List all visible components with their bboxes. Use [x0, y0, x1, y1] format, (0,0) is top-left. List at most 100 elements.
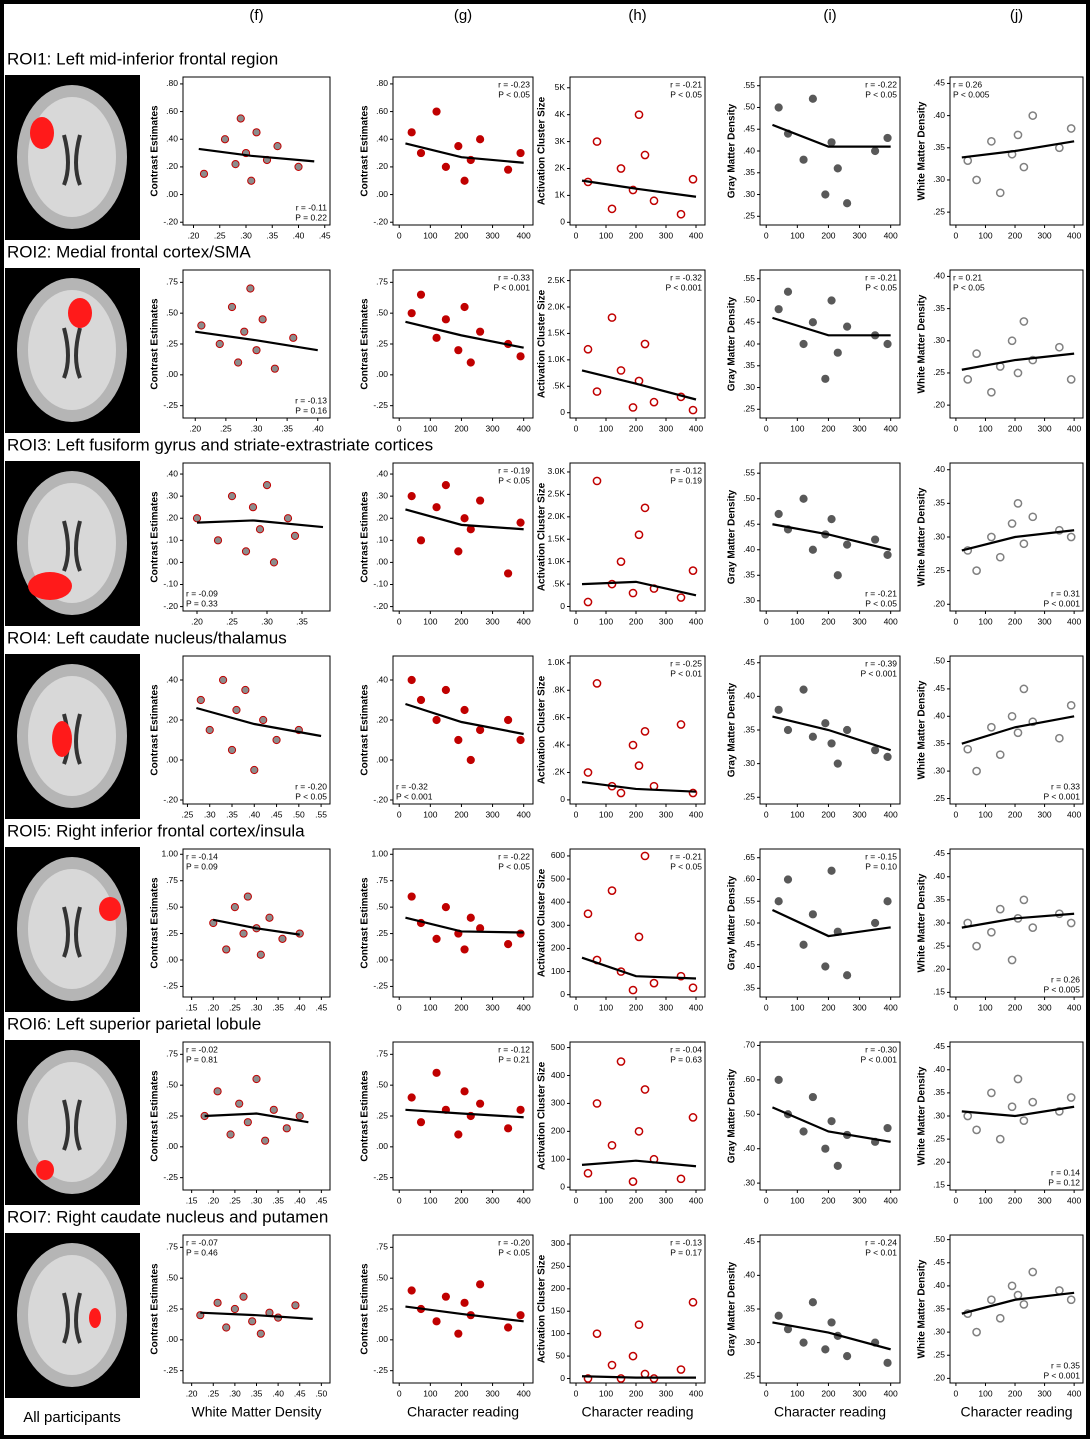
- x-tick-label: 0: [574, 616, 579, 626]
- data-point: [249, 1318, 256, 1325]
- y-tick-label: .35: [743, 360, 755, 370]
- data-point: [242, 686, 249, 693]
- x-tick-label: 400: [517, 230, 531, 240]
- x-tick-label: 200: [454, 616, 468, 626]
- data-point: [505, 716, 512, 723]
- x-tick-label: 0: [764, 230, 769, 240]
- y-tick-label: .50: [166, 901, 178, 911]
- y-tick-label: .00: [166, 369, 178, 379]
- y-tick-label: .45: [933, 683, 945, 693]
- x-tick-label: 400: [884, 616, 898, 626]
- y-tick-label: .15: [933, 1180, 945, 1190]
- data-point: [262, 1137, 269, 1144]
- x-tick-label: 100: [790, 616, 804, 626]
- y-tick-label: .20: [933, 964, 945, 974]
- data-point: [784, 288, 791, 295]
- x-tick-label: 400: [884, 809, 898, 819]
- data-point: [442, 481, 449, 488]
- y-tick-label: .40: [743, 691, 755, 701]
- x-tick-label: .50: [293, 809, 305, 819]
- x-tick-label: 400: [517, 423, 531, 433]
- y-axis-label: White Matter Density: [917, 1259, 928, 1358]
- data-point: [872, 536, 879, 543]
- x-tick-label: .35: [296, 616, 308, 626]
- data-point: [455, 548, 462, 555]
- y-tick-label: 0: [560, 601, 565, 611]
- y-tick-label: .30: [933, 335, 945, 345]
- data-point: [822, 375, 829, 382]
- x-tick-label: .25: [220, 423, 232, 433]
- y-tick-label: .25: [743, 1371, 755, 1381]
- x-tick-label: 300: [1037, 423, 1051, 433]
- x-tick-label: .25: [182, 809, 194, 819]
- data-point: [433, 504, 440, 511]
- data-point: [253, 347, 260, 354]
- annotation: P < 0.001: [666, 282, 703, 292]
- x-tick-label: 300: [659, 809, 673, 819]
- y-tick-label: .25: [166, 338, 178, 348]
- y-tick-label: .45: [743, 939, 755, 949]
- x-tick-label: 400: [517, 1388, 531, 1398]
- y-tick-label: .20: [376, 714, 388, 724]
- x-tick-label: 300: [1037, 1195, 1051, 1205]
- data-point: [283, 1125, 290, 1132]
- y-tick-label: .25: [743, 792, 755, 802]
- y-tick-label: .25: [166, 1303, 178, 1313]
- x-tick-label: 300: [852, 616, 866, 626]
- roi-blob: [36, 1160, 54, 1180]
- annotation: r = -0.21: [865, 272, 897, 282]
- y-tick-label: .60: [743, 1074, 755, 1084]
- y-tick-label: .50: [376, 307, 388, 317]
- data-point: [455, 1131, 462, 1138]
- y-tick-label: .55: [743, 273, 755, 283]
- y-tick-label: .20: [376, 512, 388, 522]
- data-point: [828, 297, 835, 304]
- y-tick-label: 0: [560, 1373, 565, 1383]
- data-point: [822, 1346, 829, 1353]
- x-tick-label: .45: [319, 230, 331, 240]
- y-tick-label: .35: [743, 983, 755, 993]
- y-tick-label: .50: [166, 307, 178, 317]
- data-point: [844, 1352, 851, 1359]
- x-tick-label: .30: [251, 1195, 263, 1205]
- x-tick-label: 0: [764, 616, 769, 626]
- data-point: [828, 1118, 835, 1125]
- data-point: [477, 1281, 484, 1288]
- y-tick-label: .40: [166, 468, 178, 478]
- y-tick-label: .35: [933, 738, 945, 748]
- annotation: P = 0.22: [295, 212, 327, 222]
- data-point: [809, 911, 816, 918]
- x-tick-label: .30: [229, 1388, 241, 1398]
- y-axis-label: White Matter Density: [917, 680, 928, 779]
- y-tick-label: .50: [743, 295, 755, 305]
- data-point: [433, 935, 440, 942]
- x-tick-label: 400: [1067, 1195, 1081, 1205]
- data-point: [872, 747, 879, 754]
- y-tick-label: .35: [743, 167, 755, 177]
- y-tick-label: 1.5K: [548, 533, 566, 543]
- annotation: P = 0.17: [670, 1247, 702, 1257]
- data-point: [834, 1162, 841, 1169]
- data-point: [455, 143, 462, 150]
- y-tick-label: .25: [376, 338, 388, 348]
- data-point: [274, 143, 281, 150]
- y-tick-label: .80: [166, 78, 178, 88]
- x-axis-label: White Matter Density: [192, 1404, 322, 1420]
- y-tick-label: 0: [560, 217, 565, 227]
- column-header: (i): [823, 7, 836, 24]
- data-point: [263, 481, 270, 488]
- x-tick-label: 200: [454, 1388, 468, 1398]
- y-tick-label: .45: [933, 1257, 945, 1267]
- annotation: r = -0.13: [670, 1237, 702, 1247]
- annotation: P < 0.05: [670, 89, 702, 99]
- annotation: P < 0.001: [396, 791, 433, 801]
- x-tick-label: 0: [764, 423, 769, 433]
- column-header: (j): [1010, 7, 1023, 24]
- y-tick-label: .45: [743, 123, 755, 133]
- y-tick-label: .55: [743, 467, 755, 477]
- y-tick-label: 2.5K: [548, 275, 566, 285]
- x-tick-label: 0: [397, 1002, 402, 1012]
- x-tick-label: 200: [454, 809, 468, 819]
- x-tick-label: .30: [204, 809, 216, 819]
- data-point: [822, 720, 829, 727]
